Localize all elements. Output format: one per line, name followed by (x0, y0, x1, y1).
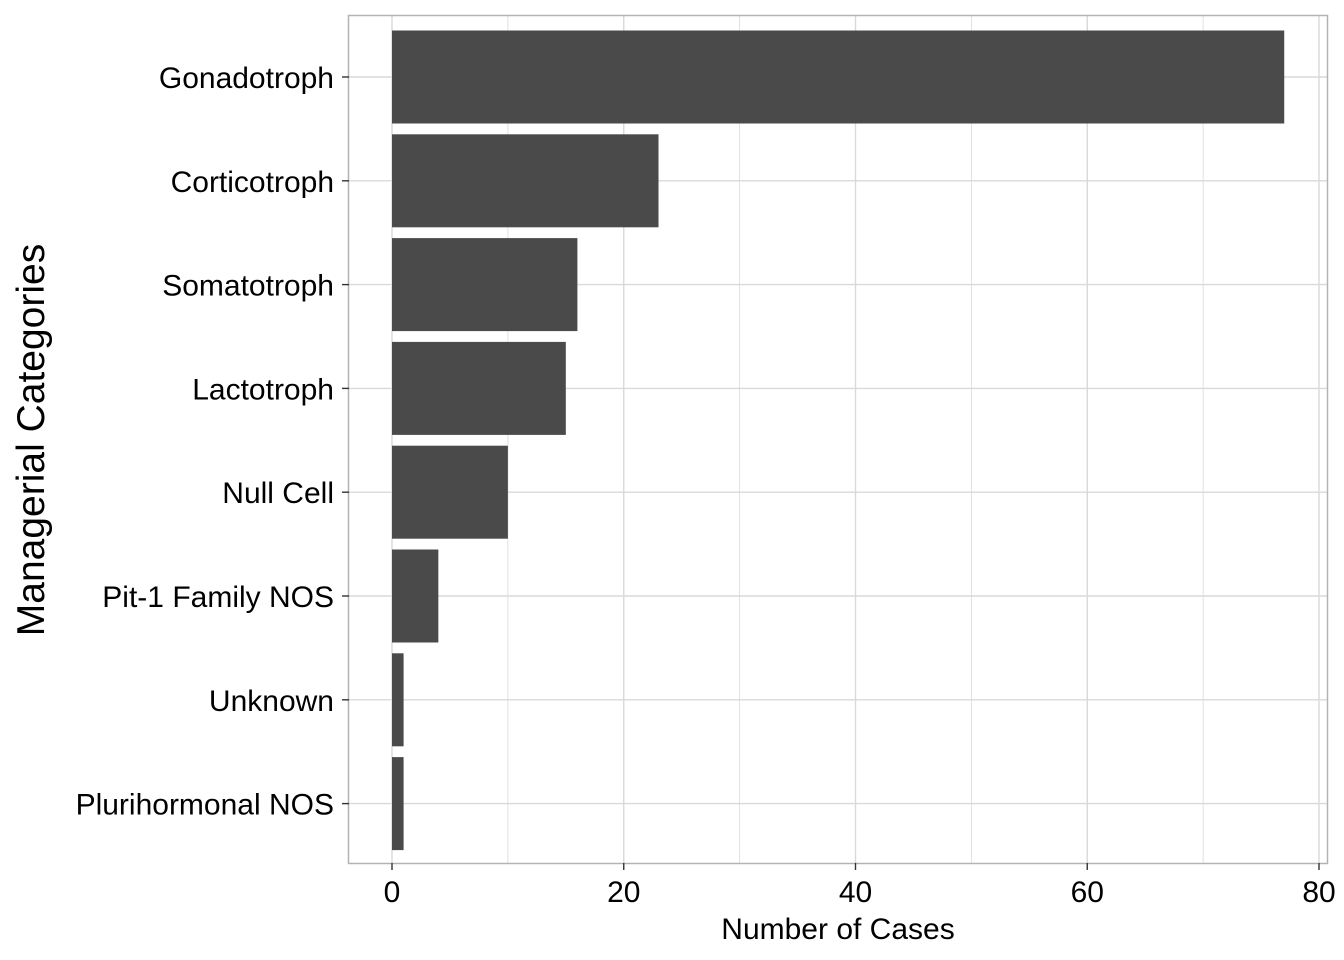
x-tick-label: 0 (384, 876, 401, 909)
y-tick-label: Null Cell (222, 477, 334, 510)
y-tick-label: Plurihormonal NOS (76, 789, 334, 822)
x-tick-label: 40 (839, 876, 872, 909)
y-tick-label: Gonadotroph (159, 62, 334, 95)
y-tick-label: Corticotroph (171, 166, 334, 199)
bar-lactotroph (392, 341, 566, 435)
bar-null-cell (392, 445, 508, 539)
bar-plurihormonal-nos (392, 757, 404, 851)
x-tick-label: 20 (607, 876, 640, 909)
x-tick-label: 80 (1302, 876, 1335, 909)
bar-pit-1-family-nos (392, 549, 439, 643)
y-tick-label: Lactotroph (192, 373, 334, 406)
bar-corticotroph (392, 134, 659, 228)
x-tick-label: 60 (1071, 876, 1104, 909)
y-tick-label: Somatotroph (162, 270, 334, 303)
tick-labels: Gonadotroph Corticotroph Somatotroph Lactot… (76, 62, 1336, 909)
bar-somatotroph (392, 238, 578, 332)
y-tick-label: Pit-1 Family NOS (102, 581, 334, 614)
x-axis-title: Number of Cases (721, 913, 954, 946)
panel-border (347, 14, 1329, 865)
bar-unknown (392, 653, 404, 747)
y-axis-title: Managerial Categories (10, 244, 53, 636)
y-tick-label: Unknown (209, 685, 334, 718)
bars (392, 30, 1285, 851)
axis-ticks (342, 76, 1320, 870)
bar-gonadotroph (392, 30, 1285, 124)
